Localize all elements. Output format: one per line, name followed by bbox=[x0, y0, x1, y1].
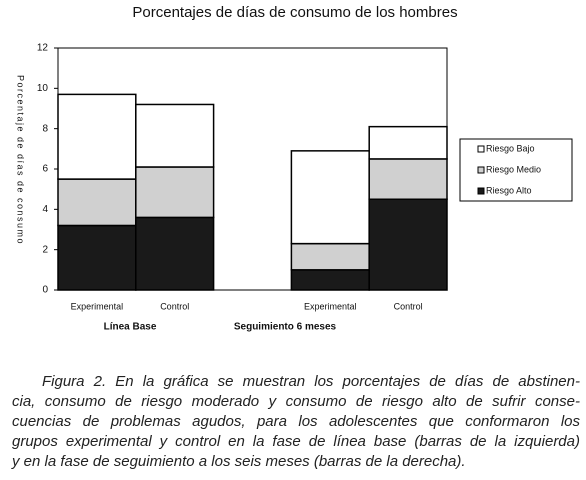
caption-line: y en la fase de seguimiento a los seis m… bbox=[12, 453, 466, 470]
group-label: Seguimiento 6 meses bbox=[234, 322, 337, 333]
y-tick-label: 4 bbox=[42, 204, 48, 215]
legend-label: Riesgo Medio bbox=[486, 164, 541, 174]
caption-line: cuencias de problemas agudos, para los a… bbox=[12, 413, 580, 430]
bar-segment bbox=[290, 242, 370, 271]
group-label: Línea Base bbox=[104, 322, 157, 333]
x-tick-label: Experimental bbox=[71, 301, 124, 311]
y-tick-label: 2 bbox=[42, 244, 48, 255]
y-axis-label: Porcentaje de días de consumo bbox=[16, 75, 26, 245]
x-tick-label: Control bbox=[394, 301, 423, 311]
y-tick-label: 10 bbox=[37, 83, 49, 94]
bar-segment bbox=[135, 166, 215, 219]
legend-swatch bbox=[477, 187, 485, 195]
bar-segment bbox=[290, 150, 370, 245]
x-tick-label: Experimental bbox=[304, 301, 357, 311]
y-tick-label: 6 bbox=[42, 164, 48, 175]
caption-line: grupos experimental y control en la fase… bbox=[12, 433, 580, 450]
legend-label: Riesgo Alto bbox=[486, 185, 532, 195]
bar-segment bbox=[368, 158, 448, 201]
chart-title: Porcentajes de días de consumo de los ho… bbox=[132, 4, 457, 21]
legend-swatch bbox=[477, 166, 485, 174]
bar-segment bbox=[290, 269, 370, 291]
bar-segment bbox=[368, 198, 448, 291]
chart: Porcentajes de días de consumo de los ho… bbox=[16, 4, 573, 333]
bar-segment bbox=[368, 125, 448, 160]
bar-segment bbox=[135, 103, 215, 168]
legend-swatch bbox=[477, 145, 485, 153]
bar-segment bbox=[57, 178, 137, 227]
y-tick-label: 8 bbox=[42, 123, 48, 134]
bar-segment bbox=[135, 216, 215, 291]
y-tick-label: 0 bbox=[42, 285, 48, 296]
legend-label: Riesgo Bajo bbox=[486, 143, 535, 153]
y-tick-label: 12 bbox=[37, 43, 49, 54]
bar-segment bbox=[57, 224, 137, 291]
bar-segment bbox=[57, 93, 137, 180]
caption-line: Figura 2. En la gráfica se muestran los … bbox=[42, 373, 580, 390]
caption-line: cia, consumo de riesgo moderado y consum… bbox=[12, 393, 580, 410]
x-tick-label: Control bbox=[160, 301, 189, 311]
caption: Figura 2. En la gráfica se muestran los … bbox=[12, 372, 580, 472]
